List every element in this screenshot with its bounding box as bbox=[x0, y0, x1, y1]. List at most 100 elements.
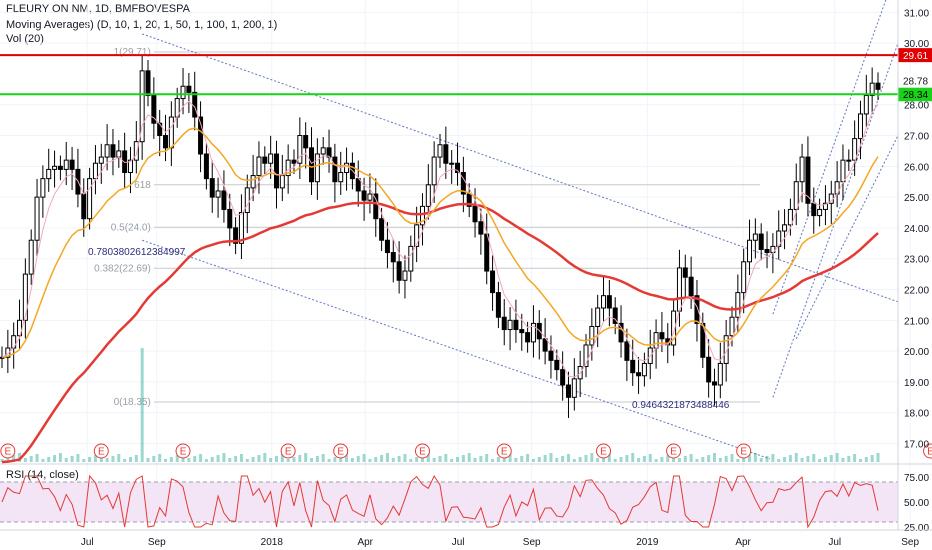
candle-body bbox=[799, 156, 805, 183]
candle-body bbox=[314, 153, 320, 183]
candle-body bbox=[63, 159, 69, 170]
volume-bar bbox=[742, 457, 746, 462]
candle-body bbox=[676, 267, 682, 312]
volume-bar bbox=[847, 456, 851, 462]
moving-averages-legend[interactable]: Moving Averages) (D, 10, 1, 20, 1, 50, 1… bbox=[6, 19, 278, 31]
candle-body bbox=[805, 156, 811, 204]
candle-body bbox=[484, 233, 490, 272]
candle-body bbox=[787, 208, 793, 226]
earnings-marker bbox=[496, 443, 512, 459]
candle-body bbox=[87, 178, 93, 220]
candle-body bbox=[548, 350, 554, 361]
rsi-legend[interactable]: RSI (14, close) bbox=[6, 469, 79, 481]
volume-bar bbox=[689, 454, 693, 462]
candle-body bbox=[209, 178, 215, 198]
candle-body bbox=[81, 193, 87, 220]
candle-body bbox=[455, 162, 461, 173]
volume-bar bbox=[64, 458, 68, 462]
candle-body bbox=[28, 239, 34, 275]
time-tick-label: Sep bbox=[148, 537, 166, 548]
candle-body bbox=[273, 153, 279, 189]
price-tick-label: 20.00 bbox=[904, 347, 929, 358]
volume-bar bbox=[800, 458, 804, 462]
candle-body bbox=[869, 82, 875, 96]
volume-bar bbox=[788, 455, 792, 462]
volume-bar bbox=[467, 453, 471, 462]
volume-bar bbox=[12, 455, 16, 462]
volume-bar bbox=[29, 456, 33, 462]
candle-body bbox=[630, 359, 636, 374]
candle-body bbox=[449, 162, 455, 165]
candle-body bbox=[373, 193, 379, 220]
grid bbox=[0, 0, 911, 530]
candle-body bbox=[653, 332, 659, 349]
time-tick-label: Sep bbox=[523, 537, 541, 548]
earnings-marker bbox=[596, 443, 612, 459]
volume-bar bbox=[53, 455, 57, 462]
volume-bar bbox=[245, 459, 249, 462]
candle-body bbox=[752, 233, 758, 241]
candle-body bbox=[233, 227, 239, 244]
channel-label: 0.7803802612384997 bbox=[88, 247, 186, 258]
candle-body bbox=[711, 381, 717, 386]
candle-body bbox=[857, 113, 863, 140]
candle-body bbox=[139, 70, 145, 143]
volume-bar bbox=[712, 453, 716, 462]
candle-body bbox=[291, 159, 297, 164]
candle-body bbox=[764, 248, 770, 254]
earnings-label: E bbox=[98, 447, 105, 458]
candle-body bbox=[192, 91, 198, 118]
volume-bar bbox=[123, 459, 127, 462]
volume-bar bbox=[520, 456, 524, 462]
volume-bar bbox=[269, 458, 273, 462]
candle-body bbox=[478, 221, 484, 235]
last-price-badge bbox=[898, 73, 932, 88]
earnings-label: E bbox=[600, 447, 607, 458]
volume-bar bbox=[409, 459, 413, 462]
volume-bar bbox=[47, 457, 51, 462]
volume-bar bbox=[292, 457, 296, 462]
volume-bar bbox=[41, 459, 45, 462]
candle-body bbox=[565, 384, 571, 398]
candle-body bbox=[589, 325, 595, 346]
volume-bar bbox=[526, 454, 530, 462]
volume-bar bbox=[496, 457, 500, 462]
channel-line bbox=[772, 0, 887, 315]
candle-body bbox=[606, 295, 612, 309]
moving-averages bbox=[1, 100, 879, 464]
candle-body bbox=[601, 295, 607, 309]
price-tick-label: 28.00 bbox=[904, 101, 929, 112]
candle-body bbox=[624, 341, 630, 361]
volume-bar bbox=[345, 453, 349, 462]
volume-bar bbox=[584, 455, 588, 462]
candle-body bbox=[104, 144, 110, 158]
volume-bar bbox=[625, 455, 629, 462]
volume-bar bbox=[374, 457, 378, 462]
volume-bar bbox=[777, 459, 781, 462]
level-label: 29.61 bbox=[903, 51, 928, 62]
volume-bars bbox=[0, 348, 880, 462]
candle-body bbox=[747, 239, 753, 263]
candle-body bbox=[612, 307, 618, 324]
volume-bar bbox=[543, 455, 547, 462]
candle-body bbox=[793, 181, 799, 210]
volume-bar bbox=[415, 457, 419, 462]
candle-body bbox=[688, 276, 694, 297]
candle-body bbox=[320, 147, 326, 155]
candle-body bbox=[145, 70, 151, 96]
fib-label: 0(18.35) bbox=[114, 397, 151, 408]
candle-body bbox=[776, 230, 782, 247]
earnings-label: E bbox=[501, 447, 508, 458]
volume-bar bbox=[794, 453, 798, 462]
candle-body bbox=[110, 144, 116, 158]
trend-channels: 0.7803802612384997 0.9464321873488446 bbox=[88, 0, 899, 460]
candle-body bbox=[227, 208, 233, 229]
volume-legend[interactable]: Vol (20) bbox=[6, 33, 44, 45]
earnings-label: E bbox=[5, 447, 12, 458]
volume-bar bbox=[310, 458, 314, 462]
candle-body bbox=[256, 156, 262, 177]
candle-body bbox=[501, 316, 507, 331]
candle-body bbox=[875, 82, 881, 90]
candle-body bbox=[782, 224, 788, 232]
